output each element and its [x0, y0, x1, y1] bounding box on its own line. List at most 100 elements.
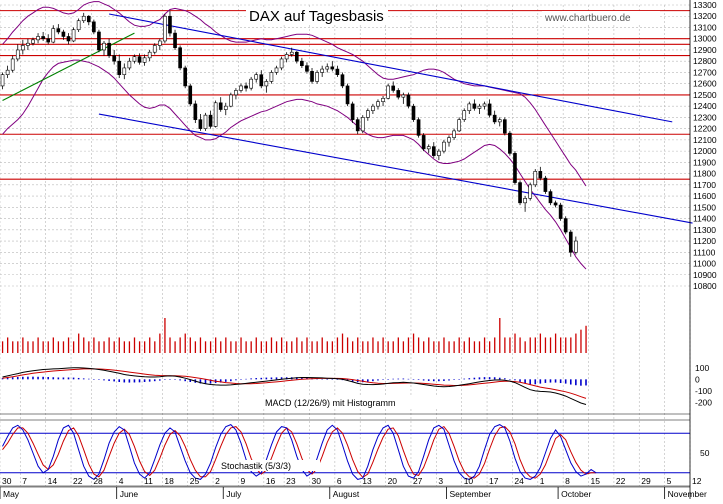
day-tick-label: 3 — [438, 476, 443, 486]
macd-histogram-bar — [204, 379, 207, 384]
volume-bar — [549, 337, 552, 353]
volume-bar — [387, 341, 389, 353]
candle-body — [66, 36, 71, 42]
macd-histogram-bar — [118, 379, 121, 382]
volume-bar — [499, 318, 501, 353]
volume-bar — [346, 337, 349, 353]
volume-bar — [113, 341, 115, 353]
volume-bar — [280, 337, 283, 353]
volume-bar — [585, 325, 587, 353]
macd-histogram-bar — [331, 379, 334, 380]
candle-body — [452, 130, 456, 138]
volume-bar — [494, 337, 496, 353]
macd-histogram-bar — [382, 379, 384, 380]
candle-body — [391, 85, 396, 91]
macd-histogram-bar — [93, 379, 95, 380]
day-tick-label: 16 — [266, 476, 276, 486]
candle-body — [431, 146, 436, 156]
macd-histogram-bar — [504, 378, 506, 380]
day-tick-label: 29 — [641, 476, 651, 486]
volume-bar — [296, 337, 298, 353]
volume-bar — [331, 341, 334, 353]
macd-histogram-bar — [463, 378, 466, 380]
month-label: September — [449, 489, 491, 499]
candle-body — [284, 54, 289, 60]
candle-body — [213, 102, 218, 127]
macd-histogram-bar — [509, 379, 511, 380]
candle-body — [163, 15, 167, 42]
volume-bar — [52, 337, 54, 353]
volume-bar — [417, 337, 420, 353]
macd-histogram-bar — [554, 379, 557, 383]
volume-bar — [143, 341, 146, 353]
volume-bar — [22, 337, 24, 353]
volume-bar — [397, 337, 399, 353]
volume-bar — [67, 337, 70, 353]
macd-histogram-bar — [488, 377, 491, 380]
macd-histogram-bar — [189, 379, 192, 382]
volume-bar — [128, 341, 131, 353]
candle-body — [386, 85, 390, 99]
volume-bar — [133, 337, 136, 353]
volume-bar — [286, 341, 288, 353]
day-tick-label: 17 — [489, 476, 499, 486]
volume-bar — [463, 341, 465, 353]
volume-bar — [255, 337, 257, 353]
price-tick-label: 11500 — [693, 202, 716, 212]
day-tick-label: 2 — [215, 476, 220, 486]
volume-bar — [412, 333, 415, 353]
candle-body — [315, 72, 319, 82]
candle-body — [218, 102, 223, 110]
day-tick-label: 23 — [286, 476, 296, 486]
volume-bar — [138, 341, 141, 353]
volume-bar — [37, 337, 39, 353]
month-label: June — [120, 489, 139, 499]
candle-body — [421, 135, 426, 150]
macd-histogram-bar — [219, 379, 222, 383]
candle-body — [340, 74, 345, 87]
day-tick-label: 7 — [22, 476, 27, 486]
macd-histogram-bar — [524, 379, 526, 384]
volume-bar — [483, 337, 486, 353]
volume-bar — [565, 337, 567, 353]
macd-histogram-bar — [103, 379, 105, 381]
macd-histogram-bar — [37, 376, 39, 380]
candle-body — [122, 67, 127, 75]
macd-histogram-bar — [569, 379, 572, 385]
price-tick-label: 13100 — [693, 22, 717, 32]
macd-histogram-bar — [108, 379, 110, 381]
volume-bar — [504, 337, 506, 353]
volume-bar — [448, 341, 450, 353]
candle-body — [411, 105, 416, 120]
macd-histogram-bar — [443, 379, 445, 381]
candles — [0, 10, 578, 257]
macd-label: MACD (12/26/9) mit Histogramm — [265, 398, 396, 408]
price-tick-label: 13300 — [693, 0, 717, 10]
candle-body — [467, 103, 472, 111]
macd-histogram-bar — [1, 378, 4, 380]
macd-histogram-bar — [407, 378, 410, 380]
candle-body — [558, 204, 563, 219]
volume-bars — [1, 318, 587, 353]
macd-tick-label: 100 — [695, 363, 709, 373]
macd-histogram-bar — [519, 379, 521, 382]
candle-body — [492, 114, 497, 123]
price-tick-label: 11000 — [693, 259, 716, 269]
candle-body — [538, 171, 543, 179]
candle-body — [15, 49, 20, 60]
price-tick-label: 12200 — [693, 124, 717, 134]
macd-histogram-bar — [265, 377, 268, 380]
day-tick-label: 18 — [164, 476, 174, 486]
macd-histogram-bar — [209, 379, 212, 384]
volume-bar — [240, 337, 242, 353]
macd-histogram-bar — [224, 379, 227, 382]
volume-bar — [544, 337, 547, 353]
day-tick-label: 25 — [190, 476, 200, 486]
price-tick-label: 11400 — [693, 214, 716, 224]
green-trend-line — [2, 32, 135, 102]
candle-body — [10, 58, 15, 71]
macd-histogram-bar — [98, 379, 100, 380]
candle-body — [51, 28, 56, 43]
macd-histogram-bar — [361, 379, 364, 383]
candle-body — [548, 191, 553, 204]
